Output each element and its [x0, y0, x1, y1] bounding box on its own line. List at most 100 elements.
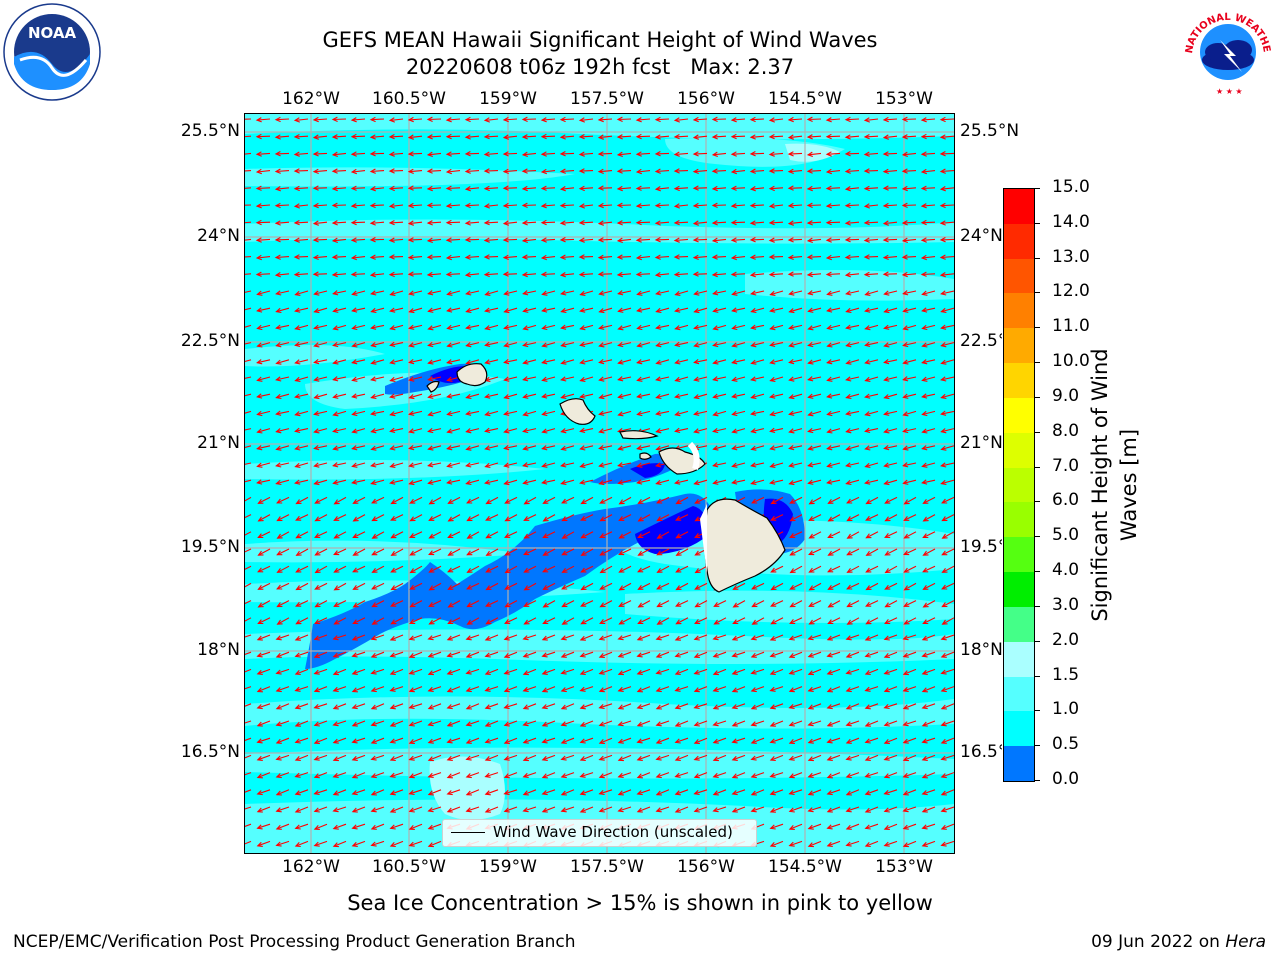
wave-direction-arrowhead	[407, 271, 414, 277]
wave-direction-arrow	[295, 462, 309, 468]
wave-direction-arrow	[333, 152, 347, 156]
wave-direction-arrow	[903, 840, 917, 847]
wave-direction-arrowhead	[351, 307, 358, 313]
wave-direction-arrowhead	[351, 324, 358, 331]
wave-direction-arrow	[846, 479, 860, 485]
wave-direction-arrowhead	[807, 635, 814, 641]
wave-direction-arrow	[428, 754, 442, 761]
wave-direction-arrowhead	[502, 116, 509, 123]
wave-direction-arrowhead	[408, 841, 415, 847]
wave-direction-arrow	[541, 187, 556, 190]
wave-direction-arrowhead	[560, 479, 567, 486]
wave-direction-arrowhead	[599, 568, 606, 574]
wave-direction-arrow	[885, 582, 898, 590]
colorbar-segment	[1004, 189, 1034, 225]
wave-direction-arrow	[865, 754, 879, 761]
wave-direction-arrowhead	[276, 516, 283, 522]
wave-direction-arrow	[485, 686, 499, 692]
wave-direction-arrow	[276, 359, 290, 364]
wave-direction-arrowhead	[826, 807, 833, 813]
wave-direction-arrowhead	[408, 807, 415, 813]
wave-direction-arrowhead	[502, 237, 509, 243]
wave-direction-arrow	[827, 789, 841, 795]
wave-direction-arrow	[371, 703, 385, 710]
wave-direction-arrowhead	[616, 254, 623, 260]
colorbar-tick-mark	[1034, 292, 1040, 294]
wave-direction-arrow	[865, 668, 879, 675]
wave-direction-arrow	[885, 565, 898, 573]
wave-direction-arrow	[788, 238, 803, 241]
wave-direction-arrowhead	[559, 254, 566, 260]
wave-direction-arrow	[466, 703, 480, 710]
wave-direction-arrow	[371, 668, 385, 674]
wave-direction-arrowhead	[503, 790, 510, 796]
wave-direction-arrowhead	[369, 151, 376, 157]
wave-direction-arrow	[294, 273, 309, 276]
wave-direction-arrow	[770, 410, 784, 416]
wave-direction-arrowhead	[464, 202, 471, 209]
wave-direction-arrow	[314, 445, 328, 450]
wave-direction-arrow	[636, 135, 651, 138]
wave-direction-arrowhead	[445, 133, 452, 140]
wave-direction-arrow	[731, 204, 746, 207]
wave-direction-arrowhead	[693, 342, 700, 348]
wave-direction-arrow	[903, 324, 917, 330]
wave-direction-arrowhead	[769, 704, 776, 710]
wave-direction-arrowhead	[807, 772, 814, 778]
wave-direction-arrow	[732, 686, 746, 693]
wave-direction-arrow	[448, 548, 461, 556]
wave-direction-arrow	[600, 548, 613, 556]
wave-direction-arrowhead	[883, 721, 890, 727]
wave-direction-arrow	[542, 445, 556, 450]
wave-direction-arrow	[865, 651, 879, 657]
wave-direction-arrowhead	[389, 635, 396, 641]
wave-direction-arrowhead	[274, 186, 281, 192]
wave-direction-arrowhead	[578, 254, 585, 260]
wave-direction-arrowhead	[503, 394, 510, 400]
wave-direction-arrowhead	[617, 686, 624, 692]
wave-direction-arrowhead	[332, 635, 339, 641]
wave-direction-arrow	[770, 789, 784, 795]
wave-direction-arrowhead	[522, 635, 529, 641]
wave-direction-arrow	[770, 118, 784, 121]
wave-direction-arrow	[827, 720, 841, 727]
wave-direction-arrowhead	[257, 550, 264, 556]
wave-direction-arrow	[941, 307, 954, 313]
wave-direction-arrowhead	[826, 755, 833, 761]
wave-direction-arrowhead	[598, 739, 605, 744]
wave-direction-arrow	[713, 668, 727, 675]
wave-direction-arrowhead	[465, 738, 472, 744]
wave-direction-arrowhead	[446, 290, 453, 296]
wave-direction-arrowhead	[749, 168, 756, 174]
wave-direction-arrow	[693, 118, 708, 121]
wave-direction-arrow	[618, 634, 632, 640]
wave-direction-arrowhead	[503, 410, 510, 416]
wave-direction-arrow	[751, 324, 765, 329]
wave-direction-arrowhead	[769, 635, 776, 641]
wave-direction-arrowhead	[846, 550, 853, 556]
wave-direction-arrow	[600, 565, 613, 573]
wave-direction-arrow	[410, 548, 423, 556]
wave-direction-arrow	[731, 273, 746, 276]
wave-direction-arrow	[712, 118, 727, 121]
wave-direction-arrowhead	[560, 376, 567, 382]
wave-direction-arrow	[656, 720, 670, 726]
wave-direction-arrow	[922, 789, 936, 795]
wave-direction-arrowhead	[331, 271, 338, 278]
wave-direction-arrow	[333, 410, 347, 416]
wave-direction-arrowhead	[331, 151, 338, 158]
wave-direction-arrow	[296, 531, 309, 539]
wave-direction-arrow	[809, 617, 822, 625]
wave-direction-arrowhead	[921, 479, 928, 485]
wave-direction-arrowhead	[446, 738, 453, 744]
wave-direction-arrowhead	[939, 116, 946, 123]
wave-direction-arrow	[903, 737, 917, 744]
wave-direction-arrow	[637, 754, 651, 761]
lat-tick-left: 16.5°N	[180, 742, 240, 762]
wave-direction-arrow	[789, 135, 803, 139]
wave-direction-arrowhead	[351, 479, 358, 485]
wave-direction-arrowhead	[294, 445, 301, 451]
wave-direction-arrowhead	[825, 151, 832, 157]
wave-direction-arrowhead	[274, 151, 281, 157]
wave-direction-arrowhead	[331, 237, 338, 244]
